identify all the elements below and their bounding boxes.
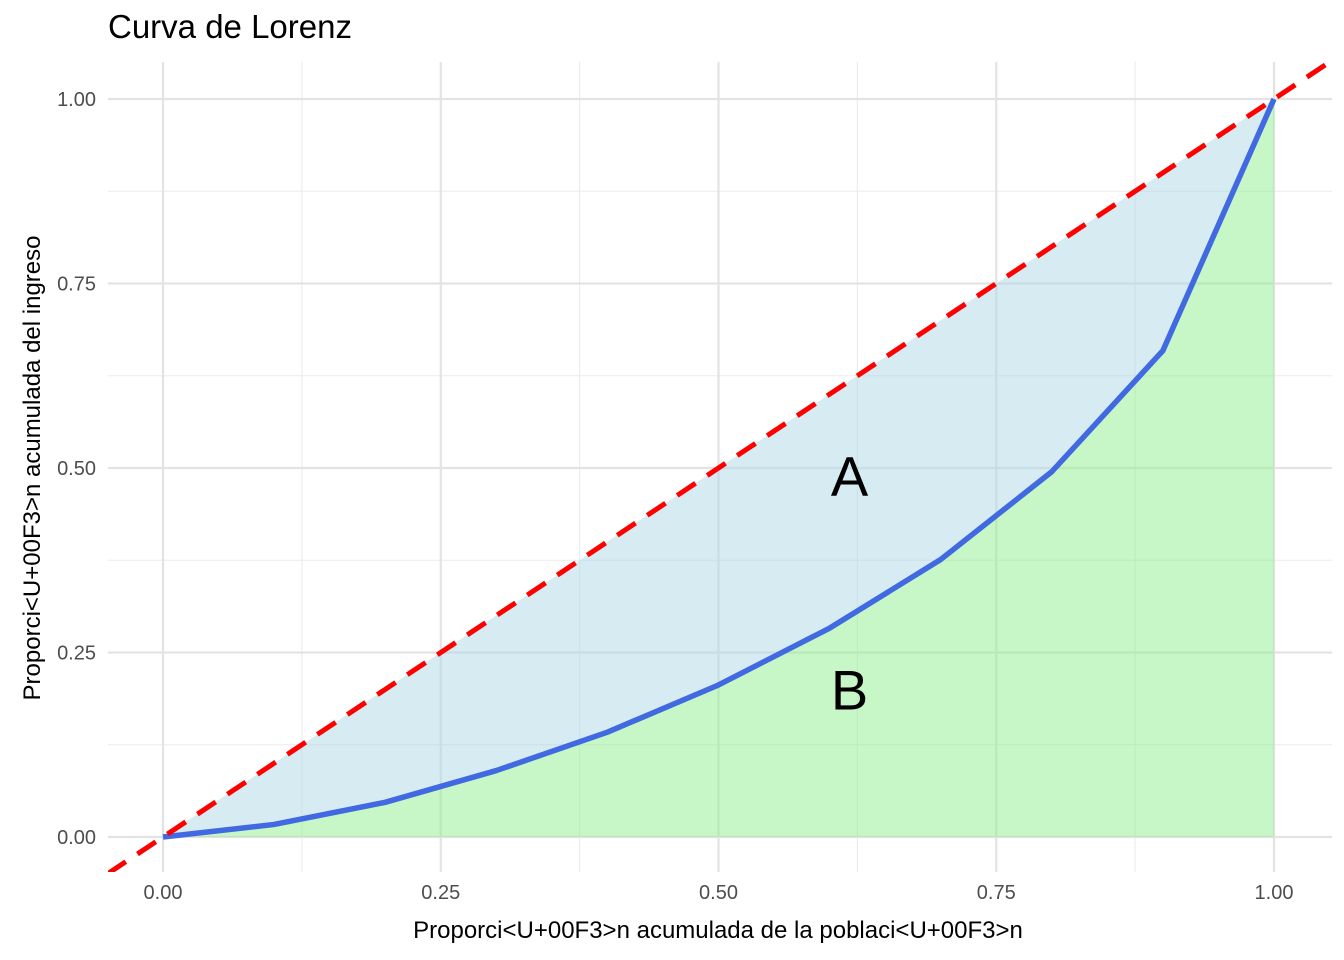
y-tick-label: 0.75: [57, 274, 96, 296]
chart-title: Curva de Lorenz: [108, 8, 352, 45]
annotations: AB: [831, 444, 869, 721]
y-tick-label: 0.25: [57, 643, 96, 665]
x-axis-title: Proporci<U+00F3>n acumulada de la poblac…: [413, 917, 1023, 944]
region-label-b: B: [831, 658, 868, 721]
equality-line: [108, 62, 1331, 872]
x-tick-label: 0.50: [699, 882, 738, 904]
x-tick-label: 1.00: [1255, 882, 1294, 904]
x-tick-label: 0.25: [421, 882, 460, 904]
area-b-fill: [163, 99, 1274, 837]
lorenz-curve-line: [162, 97, 1277, 840]
tick-labels: 0.00 0.25 0.50 0.75 1.00 0.00 0.25 0.50 0.75 1.00: [57, 89, 1293, 904]
y-axis-title: Proporci<U+00F3>n acumulada del ingreso: [19, 236, 46, 701]
series-lines: [108, 62, 1331, 872]
x-tick-label: 0.00: [144, 882, 183, 904]
region-label-a: A: [831, 444, 869, 507]
y-tick-label: 0.50: [57, 458, 96, 480]
y-tick-label: 1.00: [57, 89, 96, 111]
y-tick-label: 0.00: [57, 827, 96, 849]
x-tick-label: 0.75: [977, 882, 1016, 904]
